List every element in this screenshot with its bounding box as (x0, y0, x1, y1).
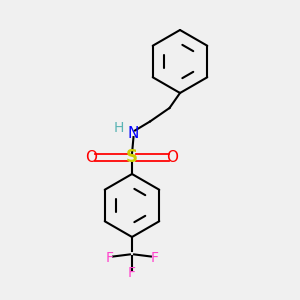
Text: O: O (167, 150, 178, 165)
Text: F: F (151, 251, 158, 265)
Text: S: S (126, 148, 138, 166)
Text: N: N (128, 126, 139, 141)
Text: F: F (106, 251, 113, 265)
Text: O: O (85, 150, 98, 165)
Text: H: H (113, 121, 124, 135)
Text: F: F (128, 266, 136, 280)
